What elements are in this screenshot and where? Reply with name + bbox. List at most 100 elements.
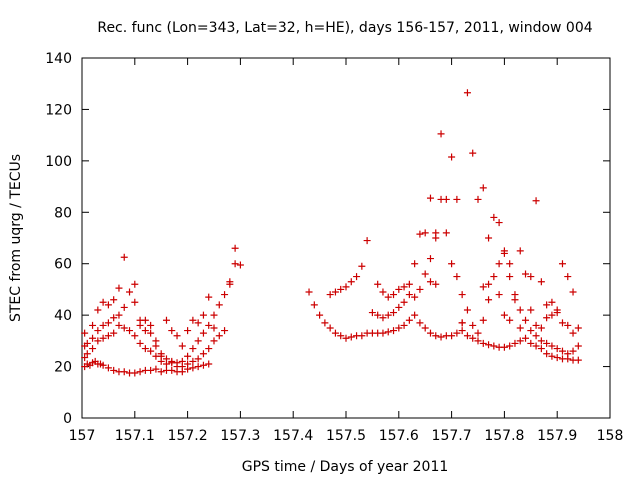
data-point: [495, 291, 503, 299]
data-point: [178, 342, 186, 350]
data-point: [231, 244, 239, 252]
data-point: [141, 327, 149, 335]
data-point: [305, 288, 313, 296]
data-point: [89, 345, 97, 353]
data-point: [184, 360, 192, 368]
data-point: [543, 339, 551, 347]
x-tick-label: 157.1: [115, 428, 155, 444]
data-point: [104, 301, 112, 309]
data-point: [527, 339, 535, 347]
data-point: [89, 321, 97, 329]
data-point: [136, 339, 144, 347]
data-point: [442, 229, 450, 237]
data-point: [506, 260, 514, 268]
data-point: [548, 311, 556, 319]
data-point: [469, 149, 477, 157]
data-point: [453, 329, 461, 337]
data-point: [558, 347, 566, 355]
x-tick-label: 157.6: [379, 428, 419, 444]
data-point: [115, 284, 123, 292]
data-point: [131, 369, 139, 377]
data-point: [379, 329, 387, 337]
data-point: [458, 291, 466, 299]
chart-title: Rec. func (Lon=343, Lat=32, h=HE), days …: [97, 20, 592, 36]
data-point: [495, 219, 503, 227]
data-point: [448, 260, 456, 268]
data-point: [221, 327, 229, 335]
data-point: [437, 130, 445, 138]
data-point: [379, 288, 387, 296]
x-tick-label: 157.9: [537, 428, 577, 444]
data-point: [500, 343, 508, 351]
data-point: [500, 311, 508, 319]
data-point: [83, 350, 91, 358]
data-point: [94, 327, 102, 335]
data-point: [331, 288, 339, 296]
data-point: [421, 324, 429, 332]
data-point: [368, 309, 376, 317]
y-tick-label: 20: [54, 360, 72, 376]
data-point: [522, 270, 530, 278]
y-tick-label: 0: [63, 411, 72, 427]
data-point: [426, 278, 434, 286]
data-point: [178, 357, 186, 365]
data-point: [126, 327, 134, 335]
data-point: [205, 293, 213, 301]
data-point: [485, 296, 493, 304]
data-point: [189, 357, 197, 365]
data-point: [574, 324, 582, 332]
data-point: [485, 341, 493, 349]
y-tick-label: 140: [45, 51, 72, 67]
data-point: [205, 360, 213, 368]
data-point: [120, 303, 128, 311]
data-point: [474, 195, 482, 203]
data-point: [405, 316, 413, 324]
data-point: [94, 306, 102, 314]
data-point: [448, 153, 456, 161]
data-point: [173, 359, 181, 367]
y-tick-label: 40: [54, 308, 72, 324]
data-point: [374, 280, 382, 288]
data-point: [215, 332, 223, 340]
data-point: [141, 316, 149, 324]
data-point: [463, 306, 471, 314]
data-point: [543, 301, 551, 309]
data-point: [395, 285, 403, 293]
data-point: [558, 319, 566, 327]
data-point: [442, 195, 450, 203]
data-point: [458, 319, 466, 327]
data-point: [421, 270, 429, 278]
data-point: [485, 280, 493, 288]
data-point: [89, 334, 97, 342]
data-point: [147, 366, 155, 374]
data-point: [221, 291, 229, 299]
data-point: [474, 337, 482, 345]
data-point: [136, 321, 144, 329]
data-point: [527, 327, 535, 335]
data-point: [99, 361, 107, 369]
data-point: [205, 321, 213, 329]
data-point: [110, 366, 118, 374]
x-tick-label: 157.7: [432, 428, 472, 444]
data-point: [199, 311, 207, 319]
data-point: [532, 332, 540, 340]
data-point: [141, 345, 149, 353]
data-point: [184, 352, 192, 360]
data-point: [553, 345, 561, 353]
data-point: [522, 316, 530, 324]
data-point: [558, 260, 566, 268]
x-tick-label: 157.2: [168, 428, 208, 444]
data-point: [168, 327, 176, 335]
data-point: [474, 329, 482, 337]
data-point: [390, 327, 398, 335]
axis-ticks: 157 157.1 157.2 157.3 157.4 157.5 157.6 157.7 15…: [45, 51, 623, 444]
data-point: [194, 337, 202, 345]
data-point: [210, 311, 218, 319]
data-point: [194, 355, 202, 363]
data-point: [126, 288, 134, 296]
data-point: [236, 261, 244, 269]
data-point: [516, 306, 524, 314]
data-point: [120, 324, 128, 332]
data-point: [490, 213, 498, 221]
